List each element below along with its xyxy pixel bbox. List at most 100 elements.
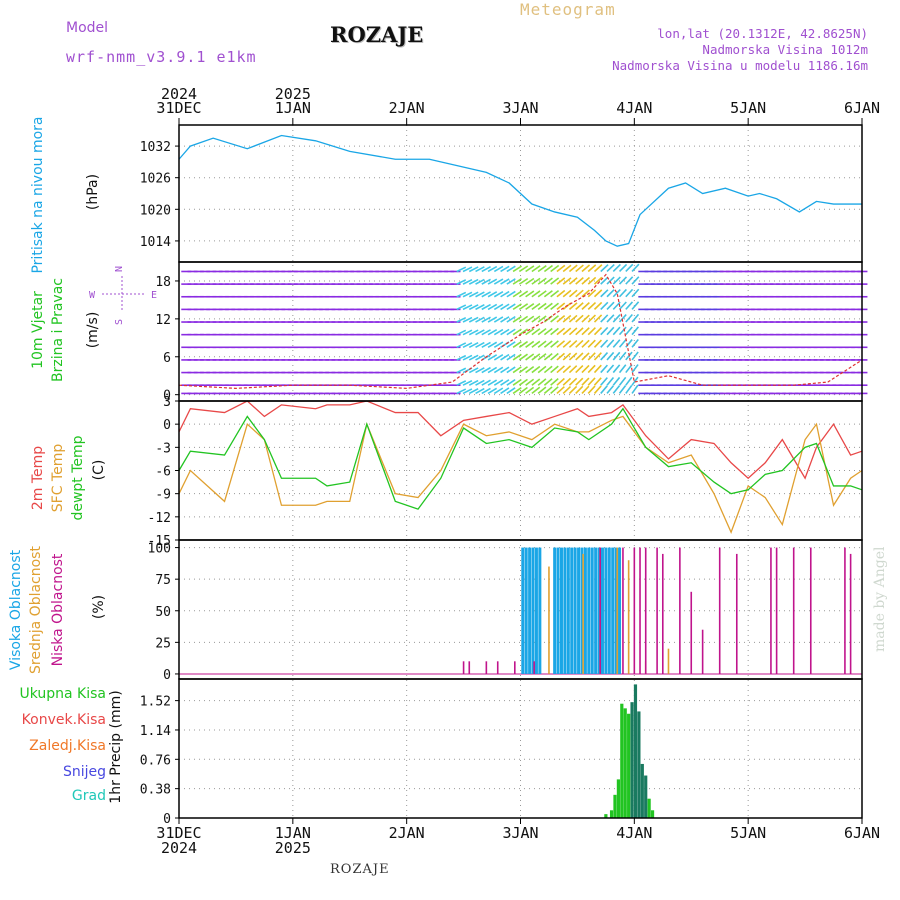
wind-arrow xyxy=(512,328,522,336)
cloud-tick-label: 0 xyxy=(163,668,171,683)
wind-arrow xyxy=(543,290,553,298)
wind-arrow xyxy=(556,315,566,323)
wind-arrow xyxy=(493,341,504,348)
wind-arrow xyxy=(606,289,615,298)
cloud-low-bar xyxy=(656,547,658,674)
axis-labels: 103210261020101418126030-3-6-9-12-151007… xyxy=(8,85,880,857)
wind-arrow xyxy=(500,366,510,374)
wind-arrow xyxy=(575,327,584,336)
wind-arrow xyxy=(537,386,547,395)
wind-arrow xyxy=(525,340,535,348)
wind-arrow xyxy=(518,315,529,323)
temp-sfc-line xyxy=(178,415,863,535)
wind-arrow xyxy=(487,341,498,348)
wind-unit: (m/s) xyxy=(85,312,101,349)
wind-arrow xyxy=(500,303,510,311)
cloud-high-bar xyxy=(587,547,591,674)
cloud-high-bar xyxy=(534,547,538,674)
wind-arrow xyxy=(618,276,628,285)
wind-arrow xyxy=(625,364,633,374)
wind-arrow xyxy=(606,326,615,336)
cloud-mid-bar xyxy=(548,566,550,674)
precip-tick-label: 0.38 xyxy=(140,783,171,798)
compass-w: W xyxy=(89,290,96,301)
cloud-high-label: Visoka Oblacnost xyxy=(8,549,24,670)
wind-arrow xyxy=(600,339,609,348)
cloud-low-bar xyxy=(514,661,516,674)
cloud-mid-bar xyxy=(667,648,670,674)
wind-arrow xyxy=(462,388,473,395)
compass-s: S xyxy=(114,319,125,325)
wind-arrow xyxy=(593,364,602,374)
wind-arrow xyxy=(568,365,578,374)
model-name: wrf-nmm_v3.9.1 e1km xyxy=(66,48,257,66)
wind-arrow xyxy=(512,353,522,361)
wind-arrow xyxy=(631,384,639,394)
wind-arrow xyxy=(525,353,535,361)
precip-tick-label: 1.14 xyxy=(140,724,171,739)
precip-legend-3: Snijeg xyxy=(63,764,106,780)
wind-arrow xyxy=(500,387,510,395)
wind-panel xyxy=(178,263,868,395)
wind-arrow xyxy=(456,304,467,311)
wind-arrow xyxy=(562,327,572,336)
wind-speed-line xyxy=(178,273,863,389)
top-date-label: 3JAN xyxy=(502,99,538,117)
wind-arrow xyxy=(581,352,590,361)
wind-arrow xyxy=(525,277,535,285)
wind-arrow xyxy=(537,353,547,361)
wind-arrow xyxy=(581,302,590,310)
bottom-date-label: 6JAN xyxy=(844,824,880,842)
wind-arrow xyxy=(493,379,504,386)
compass-n: N xyxy=(114,266,125,272)
wind-arrow xyxy=(612,339,621,348)
wind-arrow xyxy=(587,364,596,374)
wind-arrow xyxy=(593,276,603,285)
wind-arrow xyxy=(487,387,498,395)
cloud-high-bar xyxy=(570,547,574,674)
wind-arrow xyxy=(537,302,547,311)
wind-arrow xyxy=(606,276,615,285)
cloud-low-bar xyxy=(468,661,471,674)
wind-arrow xyxy=(456,279,467,285)
wind-arrow xyxy=(568,339,578,348)
wind-arrow xyxy=(581,364,590,374)
cloud-low-label: Niska Oblacnost xyxy=(50,553,66,666)
wind-arrow xyxy=(556,289,566,298)
precip-bar xyxy=(630,702,634,818)
pressure-panel xyxy=(178,134,862,247)
wind-arrow xyxy=(631,276,640,285)
precip-legend-0: Ukupna Kisa xyxy=(19,686,106,702)
wind-arrow xyxy=(550,315,559,323)
top-date-label: 1JAN xyxy=(275,99,311,117)
wind-arrow xyxy=(525,378,535,386)
wind-arrow xyxy=(481,387,491,395)
wind-arrow xyxy=(550,289,560,298)
wind-arrow xyxy=(568,277,578,285)
wind-arrow xyxy=(518,303,529,311)
temperature-panel xyxy=(178,400,863,535)
wind-arrow xyxy=(512,278,522,285)
wind-arrow xyxy=(518,378,528,386)
wind-arrow xyxy=(612,276,621,285)
wind-arrow xyxy=(562,277,572,285)
wind-arrow xyxy=(525,315,535,323)
precip-bar xyxy=(604,814,608,818)
pressure-tick-label: 1020 xyxy=(140,203,171,218)
wind-arrow xyxy=(518,366,528,374)
wind-arrow xyxy=(468,367,479,374)
wind-arrow xyxy=(587,339,596,348)
wind-arrow xyxy=(612,376,621,386)
bottom-date-label: 5JAN xyxy=(730,824,766,842)
panel-frames xyxy=(178,124,863,819)
wind-arrow xyxy=(468,304,479,311)
wind-arrow xyxy=(531,353,541,361)
cloud-low-bar xyxy=(775,547,778,674)
wind-arrow xyxy=(631,326,639,336)
wind-arrow xyxy=(593,326,603,336)
wind-arrow xyxy=(468,266,479,273)
cloud-low-bar xyxy=(462,661,465,674)
wind-arrow xyxy=(575,289,584,298)
wind-arrow xyxy=(543,378,553,386)
model-label: Model xyxy=(66,20,109,36)
